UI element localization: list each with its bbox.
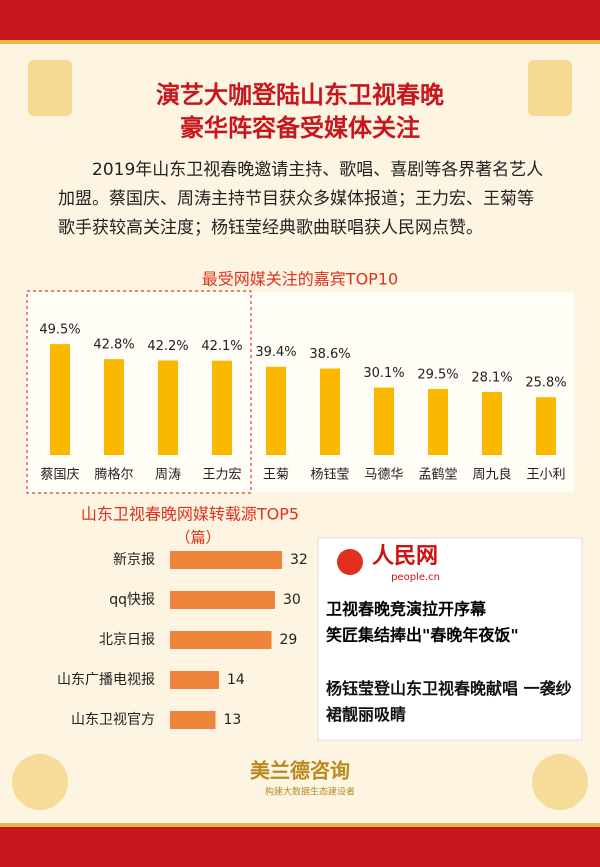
top-trim <box>0 40 600 44</box>
category-label: 山东卫视官方 <box>71 712 155 728</box>
category-label: 蔡国庆 <box>40 468 79 483</box>
bar <box>170 671 219 689</box>
value-label: 13 <box>224 712 242 728</box>
headline: 笑匠集结捧出"春晚年夜饭" <box>326 626 519 645</box>
value-label: 42.1% <box>201 339 242 354</box>
value-label: 32 <box>290 552 308 568</box>
category-label: 王力宏 <box>202 468 241 483</box>
bar <box>104 359 124 455</box>
category-label: 山东广播电视报 <box>57 672 155 688</box>
value-label: 42.2% <box>147 339 188 354</box>
category-label: 新京报 <box>113 552 155 568</box>
bar <box>158 360 178 455</box>
brand: 美兰德咨询 <box>250 759 350 783</box>
news-logo-sub: people.cn <box>391 572 440 583</box>
category-label: 周九良 <box>472 467 511 483</box>
bar <box>428 388 448 455</box>
value-label: 14 <box>227 672 245 688</box>
category-label: qq快报 <box>109 592 155 608</box>
title: 豪华阵容备受媒体关注 <box>180 114 420 142</box>
lantern <box>28 60 572 116</box>
chart-subtitle: （篇） <box>175 529 220 547</box>
category-label: 王小利 <box>526 468 565 483</box>
value-label: 29.5% <box>417 367 458 382</box>
bottom-trim <box>0 823 600 827</box>
value-label: 39.4% <box>255 345 296 360</box>
headline: 卫视春晚竞演拉开序幕 <box>326 600 487 619</box>
intro: 2019年山东卫视春晚邀请主持、歌唱、喜剧等各界著名艺人加盟。蔡国庆、周涛主持节… <box>58 160 544 238</box>
category-label: 北京日报 <box>99 632 155 648</box>
pig-ornament <box>12 754 588 810</box>
value-label: 49.5% <box>39 323 80 338</box>
bar <box>482 392 502 455</box>
bar <box>212 360 232 455</box>
chart-title: 山东卫视春晚网媒转载源TOP5 <box>81 505 299 524</box>
slogan: 构建大数据生态建设者 <box>265 786 355 798</box>
chart-title: 最受网媒关注的嘉宾TOP10 <box>202 270 398 289</box>
headline: 杨钰莹登山东卫视春晚献唱 一袭纱裙靓丽吸睛 <box>326 679 572 724</box>
category-label: 杨钰莹 <box>310 468 349 483</box>
bar <box>320 368 340 455</box>
value-label: 25.8% <box>525 376 566 391</box>
category-label: 孟鹤堂 <box>418 467 457 483</box>
top-band <box>0 0 600 44</box>
bar <box>170 591 275 609</box>
bar <box>170 711 216 729</box>
highlight-box <box>26 290 252 494</box>
bottom-band <box>0 823 600 867</box>
value-label: 38.6% <box>309 347 350 362</box>
category-label: 王菊 <box>263 468 289 483</box>
bar <box>50 344 70 455</box>
news-logo: 人民网 <box>372 544 438 569</box>
news-box <box>317 537 583 741</box>
news-logo-icon <box>337 549 363 575</box>
category-label: 腾格尔 <box>94 467 133 483</box>
bar <box>266 366 286 455</box>
bar <box>536 397 556 455</box>
category-label: 周涛 <box>155 467 181 483</box>
category-label: 马德华 <box>364 468 403 483</box>
value-label: 29 <box>280 632 298 648</box>
value-label: 30 <box>283 592 301 608</box>
value-label: 42.8% <box>93 338 134 353</box>
bar <box>374 387 394 455</box>
bar <box>170 631 272 649</box>
value-label: 30.1% <box>363 366 404 381</box>
title: 演艺大咖登陆山东卫视春晚 <box>156 81 444 109</box>
value-label: 28.1% <box>471 371 512 386</box>
bar <box>170 551 282 569</box>
